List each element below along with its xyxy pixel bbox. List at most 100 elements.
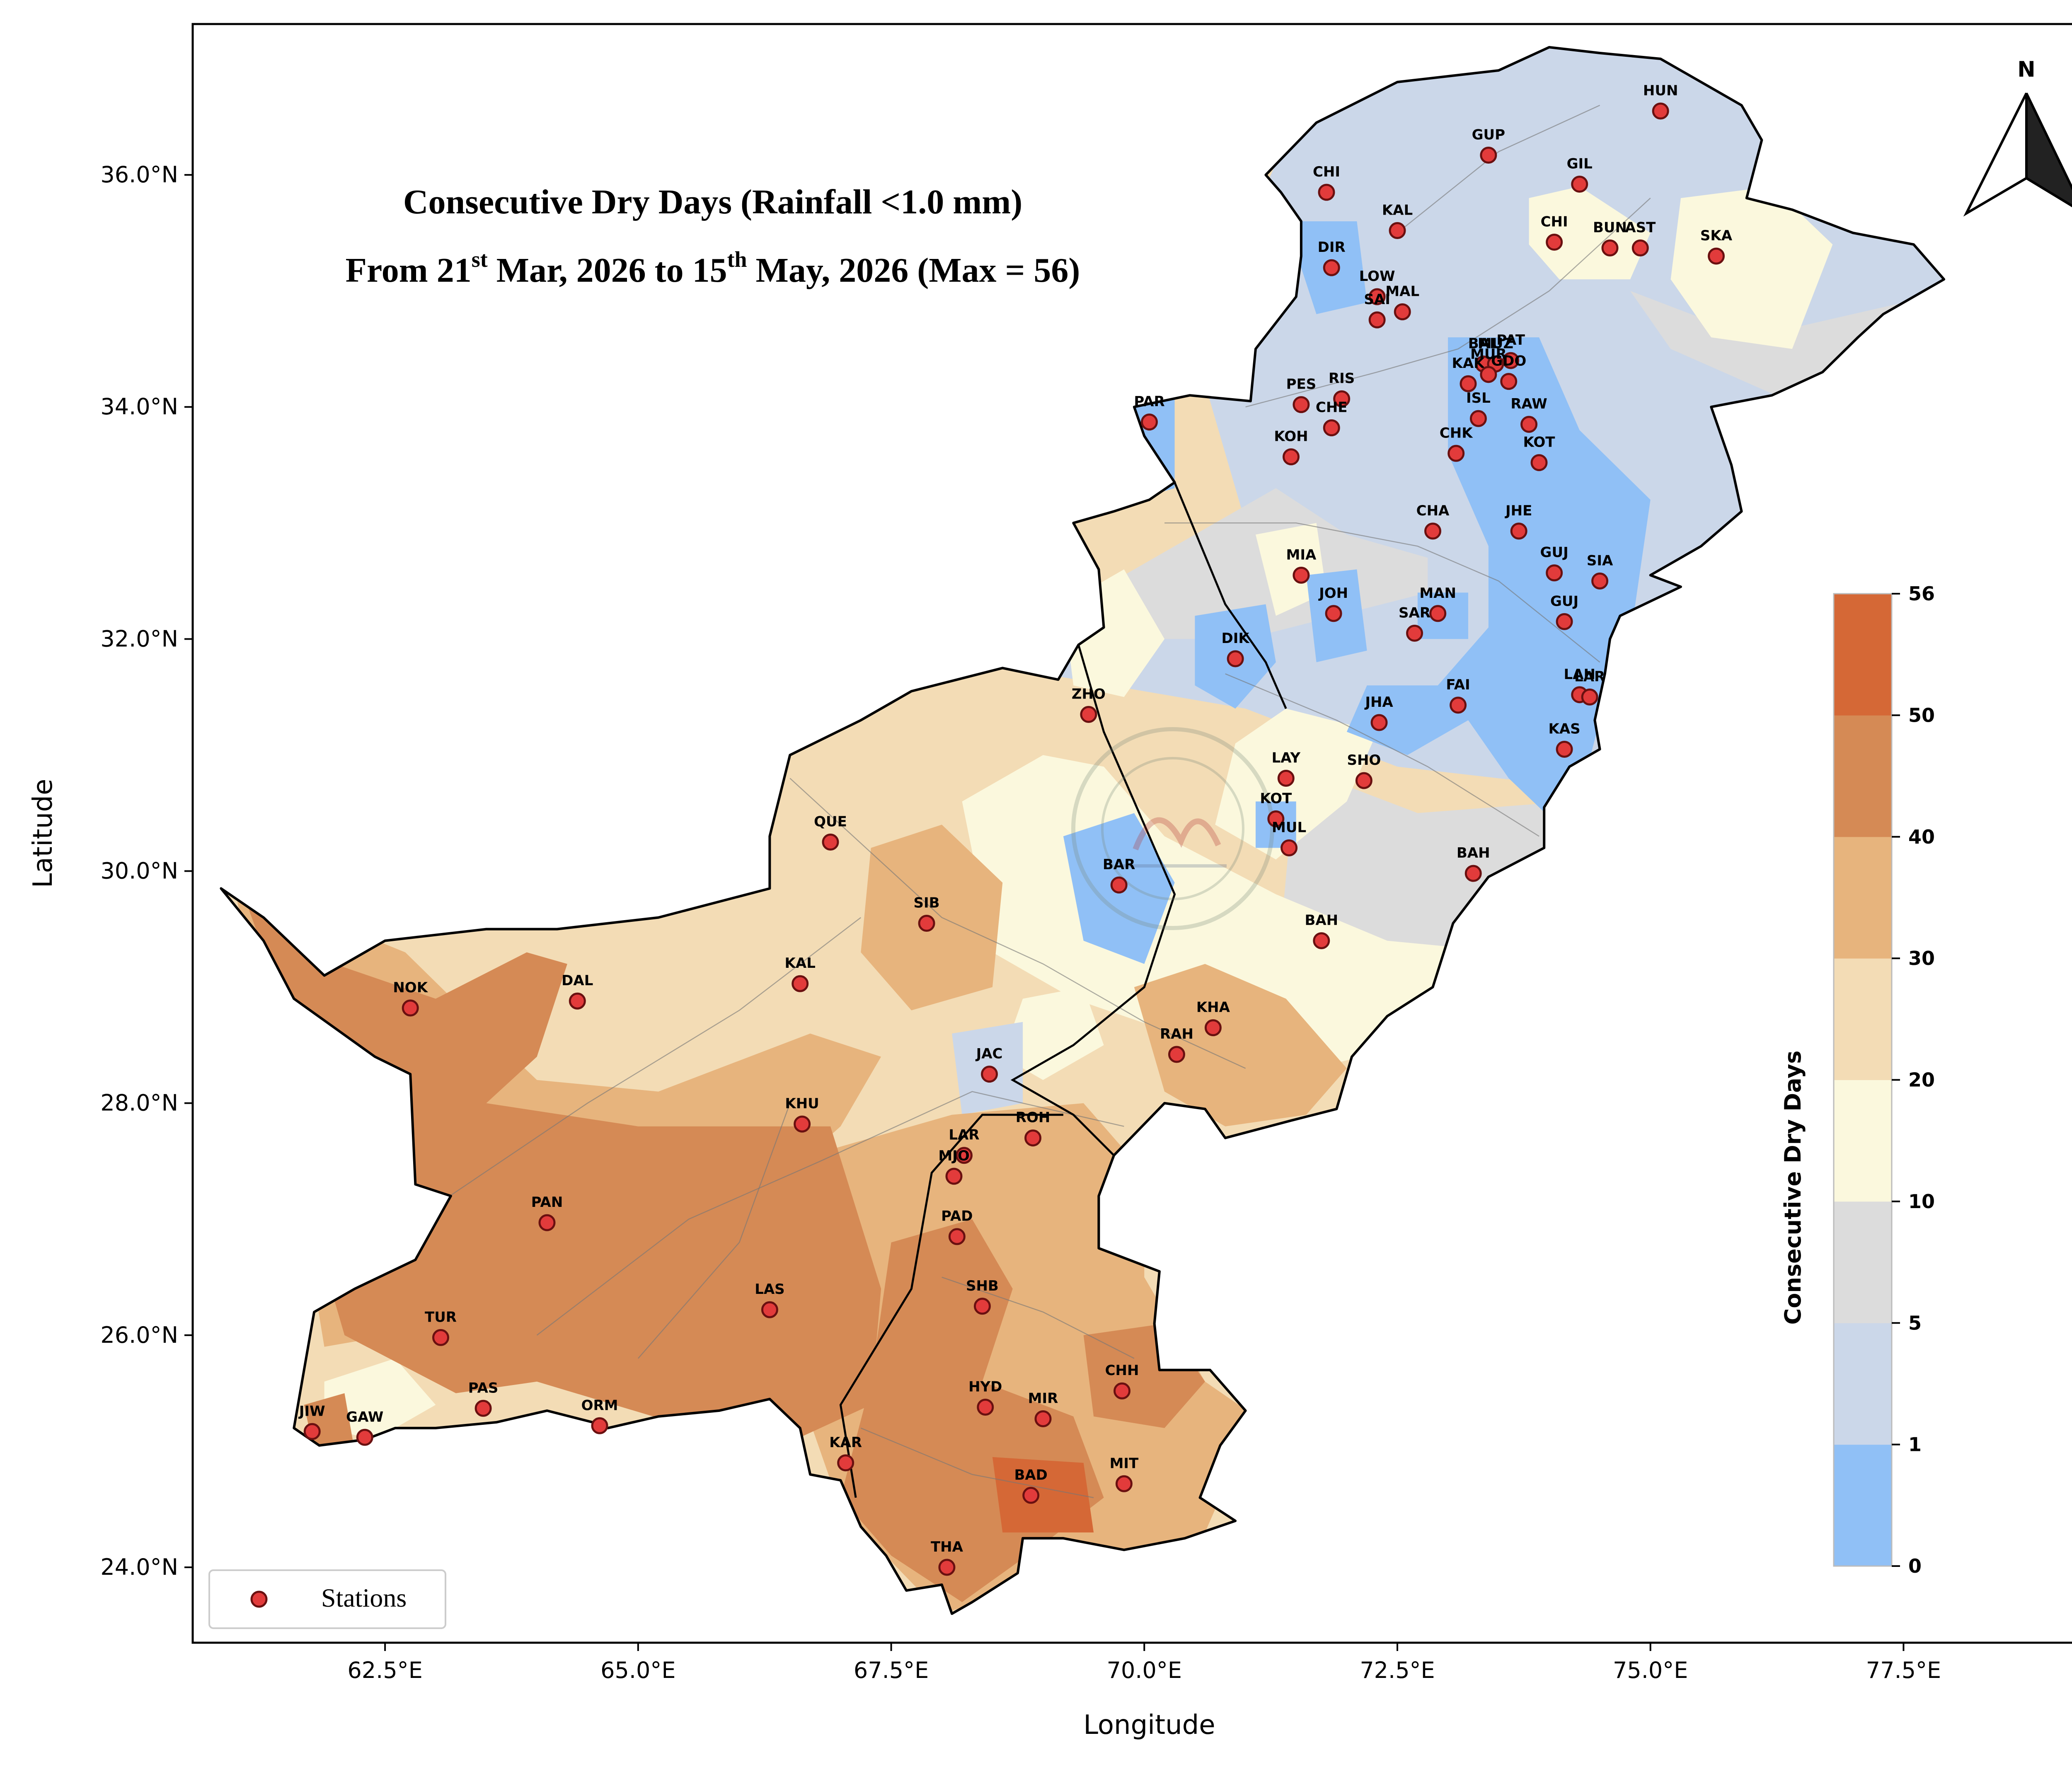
station-label: AST [1625,220,1656,236]
y-tick-label: 28.0°N [100,1090,178,1116]
legend: Stations [208,1569,446,1629]
station-marker [432,1329,449,1346]
title-line-1: Consecutive Dry Days (Rainfall <1.0 mm) [403,183,1022,221]
station-marker [822,834,839,851]
station-marker [1283,448,1300,466]
station-marker [792,975,809,992]
station-label: KAR [829,1434,862,1451]
station-label: MAL [1385,283,1419,300]
station-label: GDO [1491,353,1526,370]
station-label: KAS [1548,720,1580,737]
north-arrow-icon: N [1963,57,2072,217]
station-label: ZHO [1072,686,1106,702]
station-label: KOT [1523,434,1556,451]
colorbar-tick-label: 50 [1908,704,1935,726]
station-marker [1227,650,1244,667]
pakistan-border [220,46,1946,1615]
y-tick-label: 24.0°N [100,1554,178,1580]
station-marker [1267,810,1285,827]
title-line-2: From 21st Mar, 2026 to 15th May, 2026 (M… [346,247,1080,290]
station-marker [1460,375,1477,392]
station-label: CHK [1440,425,1473,441]
station-label: PES [1286,376,1317,393]
station-label: FAI [1446,677,1470,693]
station-label: MUZ [1478,336,1513,352]
colorbar-bin [1834,836,1892,959]
station-marker [1325,605,1342,622]
station-marker [591,1417,608,1434]
station-label: BAL [1468,336,1499,352]
station-marker [1277,769,1295,787]
legend-station-marker [250,1591,268,1608]
colorbar-tick-label: 0 [1908,1555,1922,1577]
station-label: MIA [1286,546,1317,563]
station-label: HUN [1643,82,1678,99]
station-label: SAR [1399,604,1431,621]
station-label: SAI [1364,291,1390,308]
station-label: THA [931,1539,963,1555]
station-label: LAR [1574,668,1605,685]
station-marker [1500,373,1518,390]
station-label: JAC [975,1046,1003,1062]
pmd-seal-watermark [1071,727,1274,930]
map-axes: 62.5°E 65.0°E 67.5°E 70.0°E 72.5°E 75.0°E 77.5… [28,162,1941,1740]
station-marker [1355,772,1372,789]
station-label: DIR [1318,239,1346,256]
colorbar-bin [1834,715,1892,837]
station-label: SKA [1700,227,1733,244]
station-label: JOH [1318,585,1348,602]
colorbar-tick-label: 10 [1908,1190,1935,1213]
y-tick-label: 30.0°N [100,858,178,884]
station-marker [1571,175,1588,193]
station-marker [1024,1129,1042,1147]
station-marker [303,1423,321,1440]
station-label: RAH [1160,1026,1193,1042]
station-marker [1652,102,1669,120]
x-tick-label: 65.0°E [600,1657,675,1683]
station-marker [1115,1475,1133,1492]
x-tick-label: 75.0°E [1613,1657,1688,1683]
station-label: DIK [1222,630,1250,647]
station-label: JIW [298,1403,325,1419]
x-tick-label: 72.5°E [1360,1657,1435,1683]
station-marker [837,1454,854,1472]
legend-box [208,1569,446,1629]
station-label: KAL [1382,202,1413,219]
station-label: KOH [1274,428,1308,445]
station-label: KHA [1196,999,1230,1016]
station-label: GIL [1567,155,1593,172]
station-marker [1464,865,1482,882]
colorbar-tick-label: 56 [1908,583,1935,605]
station-marker [1631,239,1649,257]
station-label: BAD [1014,1467,1047,1483]
station-label: LOW [1359,268,1395,285]
station-marker [1556,613,1573,630]
station-marker [981,1066,998,1083]
colorbar-tick-label: 1 [1908,1433,1922,1456]
station-marker [1313,932,1330,950]
station-label: PAD [941,1208,973,1225]
station-marker [1389,222,1406,239]
station-label: GUJ [1550,593,1578,609]
colorbar-tick-label: 40 [1908,826,1935,848]
station-marker [538,1214,556,1231]
y-tick-label: 32.0°N [100,626,178,652]
station-label: KOT [1260,790,1292,807]
station-label: BAH [1305,912,1338,929]
station-label: ROH [1016,1110,1051,1126]
colorbar-bin [1834,1201,1892,1323]
station-label: CHH [1105,1362,1139,1379]
station-marker [945,1168,963,1185]
station-marker [1581,688,1598,706]
station-marker [1424,522,1441,540]
station-label: KAK [1452,355,1485,372]
station-label: CHA [1416,503,1450,519]
x-tick-label: 77.5°E [1866,1657,1941,1683]
colorbar-bin [1834,958,1892,1080]
station-marker [1591,572,1609,590]
station-label: GAW [346,1409,383,1425]
station-label: ORM [581,1397,618,1414]
station-label: PAR [1134,394,1164,410]
station-label: MIR [1028,1390,1058,1407]
station-marker [1110,876,1128,894]
